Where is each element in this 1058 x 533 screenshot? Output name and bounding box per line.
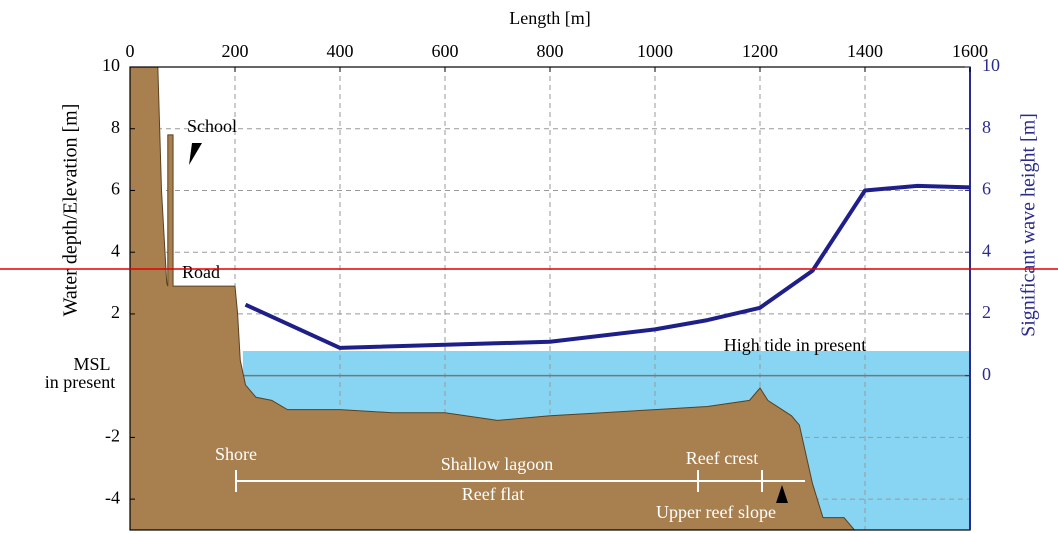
wave-height-line [246, 186, 971, 348]
annotation: High tide in present [724, 335, 866, 355]
x-tick-label: 200 [222, 41, 249, 61]
arrow [189, 143, 202, 165]
x-tick-label: 1400 [847, 41, 883, 61]
annotation: Road [182, 262, 220, 282]
y-tick-label: 8 [111, 117, 120, 137]
x-tick-label: 0 [126, 41, 135, 61]
x-tick-label: 800 [537, 41, 564, 61]
y-tick-label: 6 [111, 179, 120, 199]
x-tick-label: 600 [432, 41, 459, 61]
y2-tick-label: 6 [982, 179, 991, 199]
annotation: in present [45, 372, 115, 392]
chart: Length [m] Water depth/Elevation [m] Sig… [0, 0, 1058, 533]
y2-axis-title: Significant wave height [m] [1018, 113, 1040, 337]
y-axis-title: Water depth/Elevation [m] [60, 104, 82, 317]
x-tick-label: 1200 [742, 41, 778, 61]
y-tick-label: 2 [111, 302, 120, 322]
annotation: Shore [215, 444, 257, 464]
y2-tick-label: 10 [982, 55, 1000, 75]
y2-tick-label: 2 [982, 302, 991, 322]
annotation: Shallow lagoon [441, 454, 554, 474]
x-tick-label: 400 [327, 41, 354, 61]
x-tick-label: 1000 [637, 41, 673, 61]
y2-tick-label: 8 [982, 117, 991, 137]
x-axis-title: Length [m] [509, 8, 590, 28]
y-tick-label: 4 [111, 240, 120, 260]
annotation: Reef flat [462, 484, 524, 504]
y-tick-label: 10 [102, 55, 120, 75]
annotation: Reef crest [686, 448, 758, 468]
y-tick-label: -4 [105, 487, 120, 507]
annotation: MSL [73, 354, 110, 374]
annotation: Upper reef slope [656, 502, 776, 522]
y2-tick-label: 0 [982, 364, 991, 384]
annotation: School [187, 116, 237, 136]
y2-tick-label: 4 [982, 240, 991, 260]
y-tick-label: -2 [105, 426, 120, 446]
